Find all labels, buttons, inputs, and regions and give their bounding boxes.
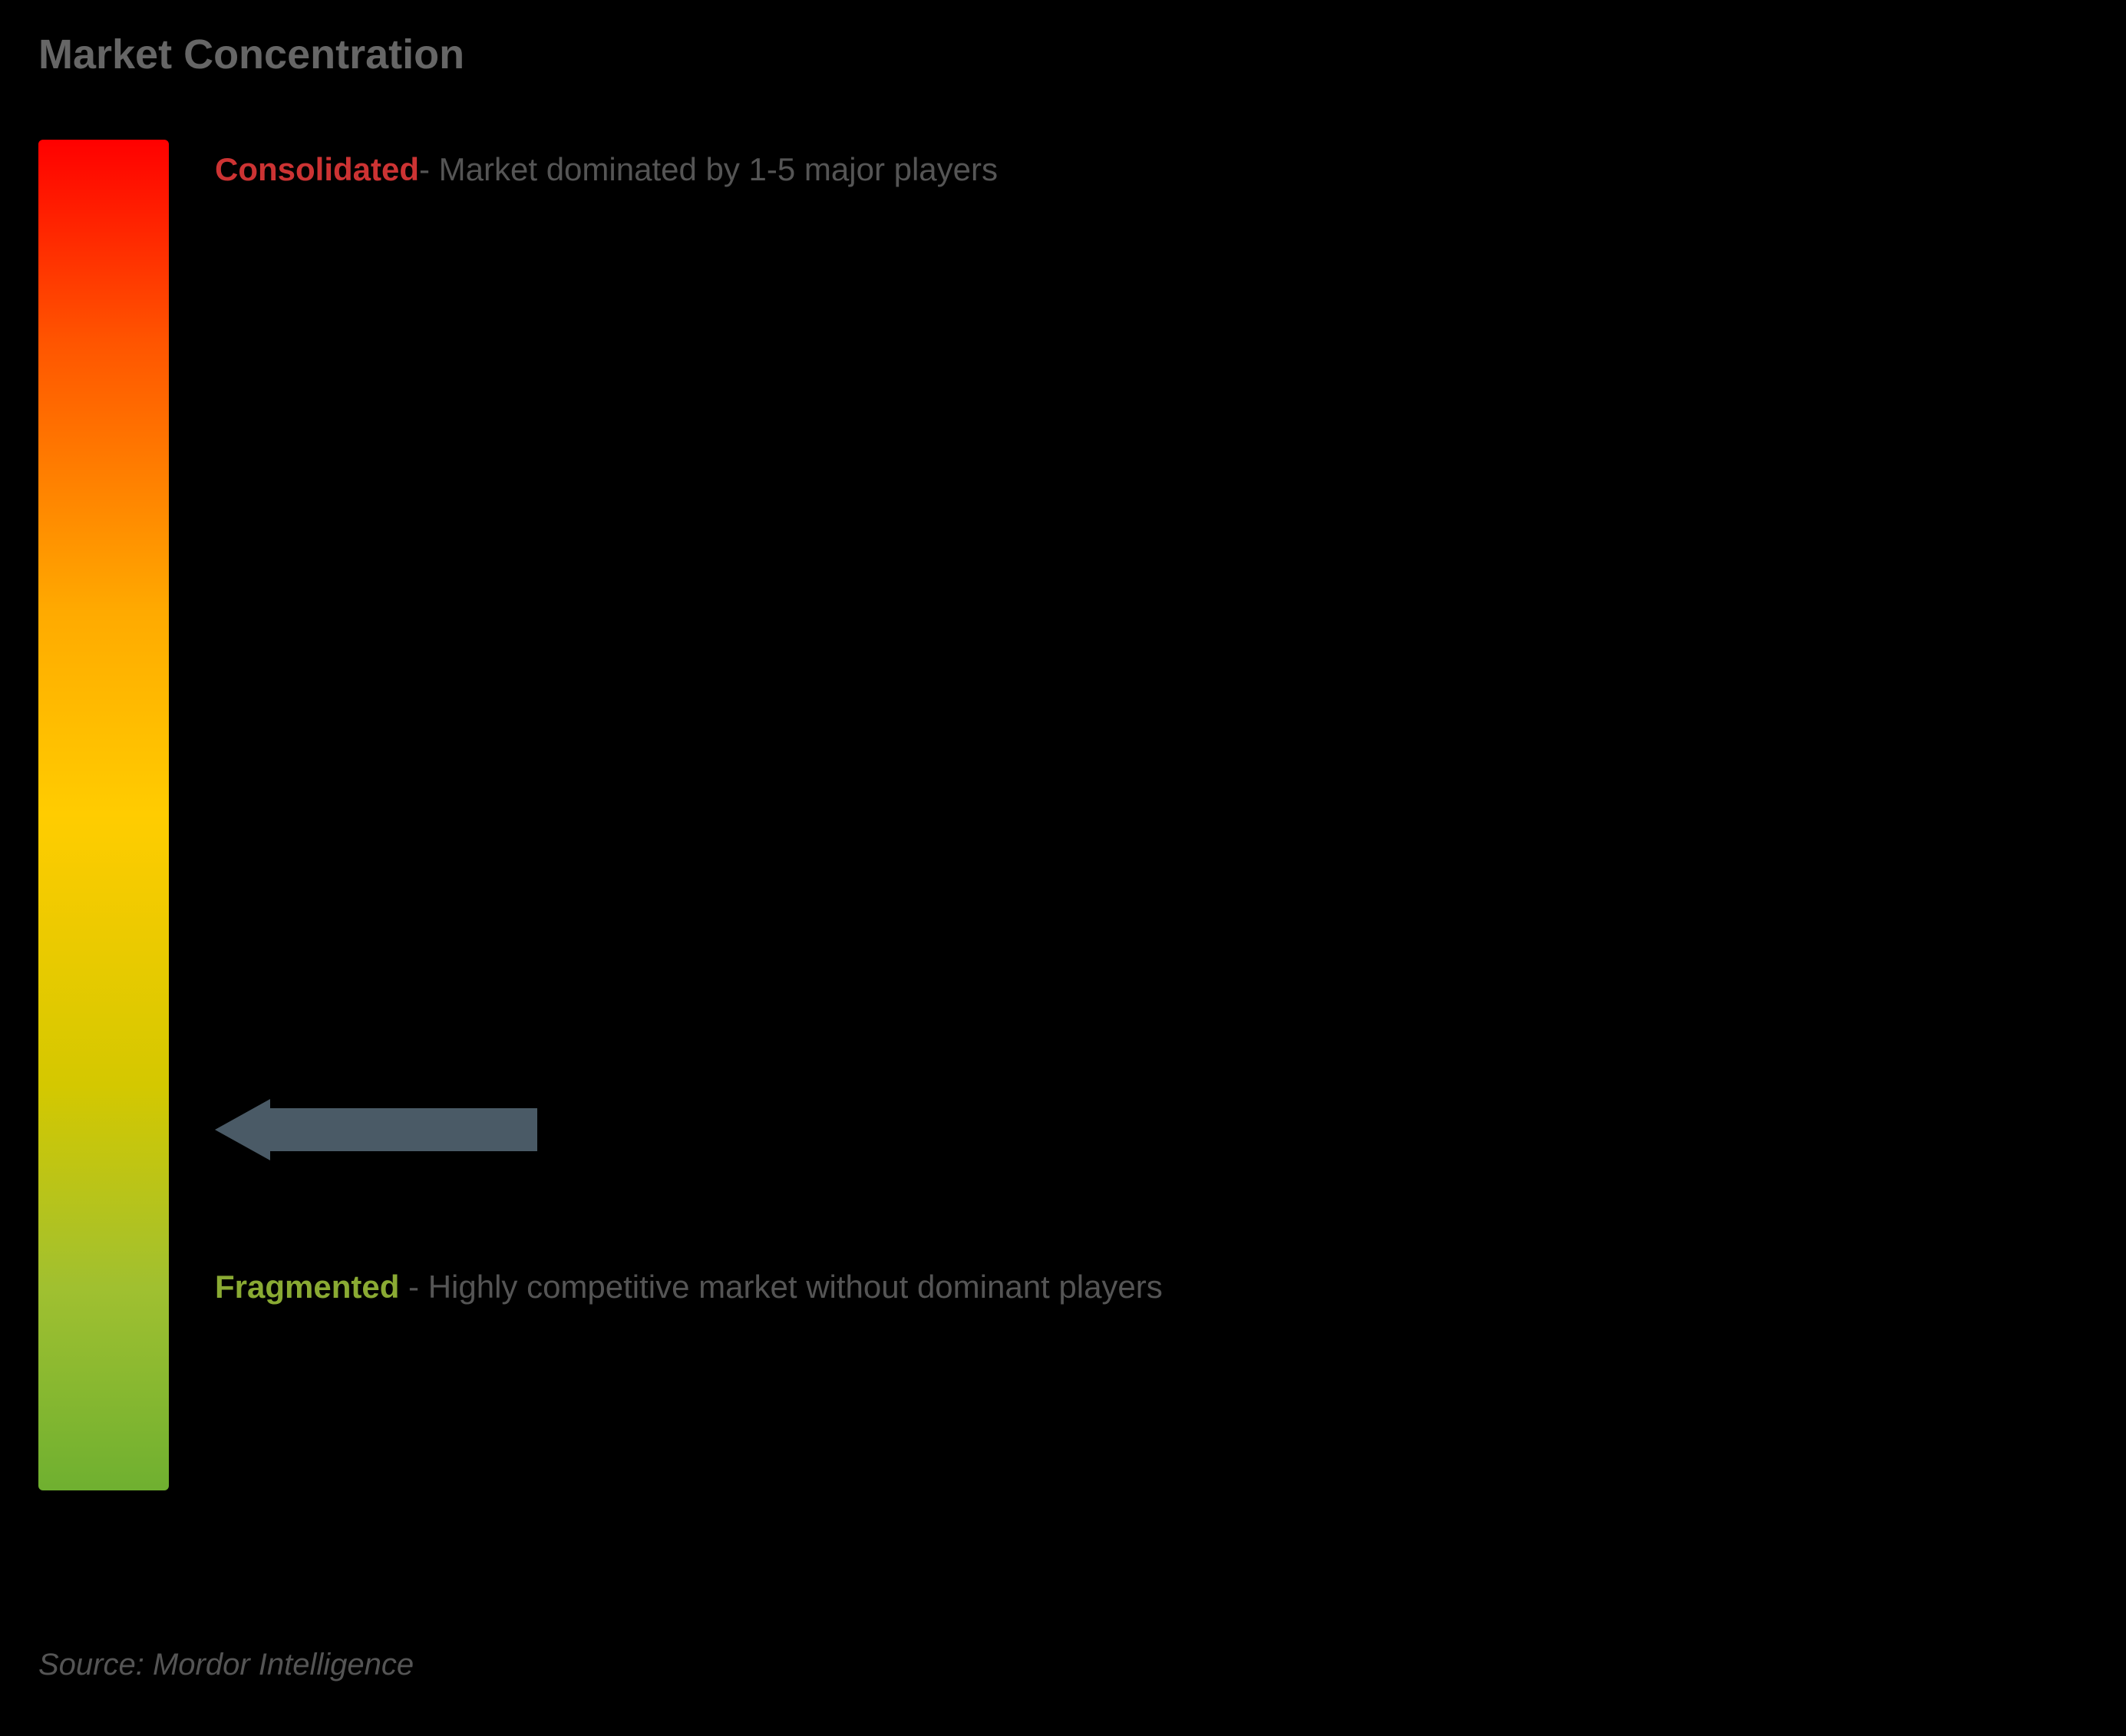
consolidated-keyword: Consolidated	[215, 151, 419, 187]
chart-title: Market Concentration	[38, 31, 2088, 78]
labels-area: Consolidated- Market dominated by 1-5 ma…	[215, 140, 2088, 1490]
consolidated-label: Consolidated- Market dominated by 1-5 ma…	[215, 147, 998, 193]
concentration-gradient-bar	[38, 140, 169, 1490]
fragmented-description: - Highly competitive market without domi…	[399, 1269, 1162, 1305]
fragmented-label: Fragmented - Highly competitive market w…	[215, 1261, 1163, 1312]
position-arrow-icon	[215, 1099, 537, 1164]
content-area: Consolidated- Market dominated by 1-5 ma…	[38, 140, 2088, 1490]
fragmented-keyword: Fragmented	[215, 1269, 399, 1305]
consolidated-description: - Market dominated by 1-5 major players	[419, 151, 998, 187]
source-attribution: Source: Mordor Intelligence	[38, 1648, 414, 1682]
